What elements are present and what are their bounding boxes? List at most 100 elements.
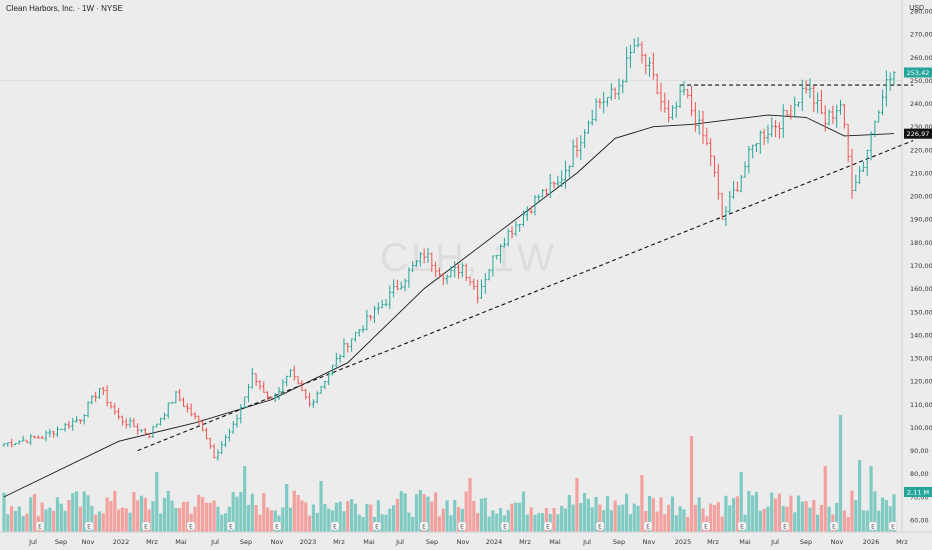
x-tick-label: 2022 — [113, 538, 130, 546]
volume-bar — [392, 505, 396, 532]
earnings-marker-label: E — [646, 524, 650, 531]
volume-bar — [525, 514, 529, 532]
volume-bar — [628, 514, 633, 532]
earnings-marker — [543, 521, 553, 531]
x-tick-label: Mrz — [707, 538, 719, 546]
y-tick-label: 120,00 — [910, 378, 932, 386]
volume-bar — [434, 492, 438, 532]
x-tick-label: Mrz — [333, 538, 345, 546]
volume-bar — [781, 505, 785, 532]
volume-bar — [697, 497, 701, 532]
earnings-marker-label: E — [740, 524, 744, 531]
volume-bar — [346, 501, 350, 532]
x-tick-label: Nov — [643, 538, 656, 546]
x-tick-label: Mrz — [896, 538, 908, 546]
volume-bar — [617, 505, 621, 532]
earnings-marker — [372, 521, 382, 531]
volume-bar — [728, 505, 732, 532]
volume-bar — [220, 514, 224, 532]
volume-bar — [113, 490, 117, 532]
earnings-marker-label: E — [38, 524, 42, 531]
volume-bar — [579, 503, 583, 532]
volume-bar — [785, 506, 789, 532]
volume-bar — [884, 499, 888, 532]
volume-bar — [861, 510, 866, 532]
volume-bar — [621, 504, 625, 532]
earnings-marker — [888, 521, 898, 531]
volume-bar — [762, 508, 766, 532]
volume-bar — [155, 472, 159, 532]
volume-bar — [288, 507, 293, 532]
volume-bar — [67, 500, 71, 532]
volume-bar — [892, 494, 896, 532]
volume-bar — [441, 508, 445, 532]
volume-bar — [74, 491, 79, 532]
x-tick-label: Mrz — [519, 538, 531, 546]
volume-label: 2,11 M — [907, 489, 929, 497]
volume-bar — [136, 500, 140, 532]
volume-bar — [170, 500, 174, 532]
volume-bar — [850, 490, 854, 532]
volume-bar — [151, 501, 155, 532]
volume-bar — [29, 497, 33, 532]
volume-bar — [873, 491, 877, 532]
volume-bar — [667, 504, 671, 532]
volume-bar — [598, 504, 602, 532]
volume-bar — [670, 496, 675, 532]
volume-bar — [63, 510, 67, 532]
volume-bar — [816, 514, 820, 532]
earnings-marker-label: E — [891, 524, 895, 531]
volume-bar — [44, 509, 48, 532]
volume-bar — [395, 498, 400, 532]
volume-bar — [86, 495, 90, 532]
volume-bar — [323, 503, 327, 532]
volume-bar — [766, 506, 770, 532]
earnings-marker — [330, 521, 340, 531]
volume-bar — [17, 506, 21, 532]
x-tick-label: Jul — [582, 538, 591, 546]
volume-bar — [663, 514, 667, 532]
volume-bar — [376, 500, 380, 532]
volume-bar — [71, 493, 75, 532]
y-tick-label: 130,00 — [910, 355, 932, 363]
volume-bar — [747, 490, 751, 532]
y-tick-label: 180,00 — [910, 239, 932, 247]
earnings-marker — [737, 521, 747, 531]
volume-bar — [647, 495, 652, 532]
candlesticks — [2, 37, 896, 461]
volume-bar — [139, 495, 144, 532]
volume-bar — [655, 511, 659, 532]
volume-bar — [808, 507, 812, 532]
volume-bar — [537, 513, 541, 532]
volume-bar — [418, 490, 422, 532]
volume-bar — [491, 510, 495, 532]
earnings-marker — [701, 521, 711, 531]
volume-bar — [365, 503, 369, 532]
volume-bar — [304, 502, 308, 532]
x-tick-label: Jul — [28, 538, 37, 546]
y-tick-label: 240,00 — [910, 100, 932, 108]
volume-bar — [258, 514, 262, 532]
volume-bar — [731, 498, 736, 532]
volume-bar — [804, 501, 808, 532]
volume-bar — [800, 501, 804, 532]
y-tick-label: 80,00 — [910, 470, 929, 478]
volume-bar — [178, 507, 182, 532]
volume-bar — [437, 516, 442, 532]
volume-bar — [693, 504, 697, 532]
volume-bar — [835, 502, 839, 532]
earnings-marker-label: E — [503, 524, 507, 531]
volume-bar — [877, 510, 881, 532]
earnings-marker — [643, 521, 653, 531]
currency-label: USD — [909, 5, 924, 12]
volume-bar — [724, 495, 728, 532]
last-price-label: 253,42 — [907, 69, 930, 77]
volume-bar — [399, 491, 403, 532]
x-tick-label: Jul — [395, 538, 404, 546]
x-tick-label: Mai — [363, 538, 375, 546]
volume-bar — [273, 510, 277, 532]
volume-bar — [143, 497, 147, 532]
volume-bar — [120, 507, 125, 532]
volume-bar — [632, 503, 636, 532]
